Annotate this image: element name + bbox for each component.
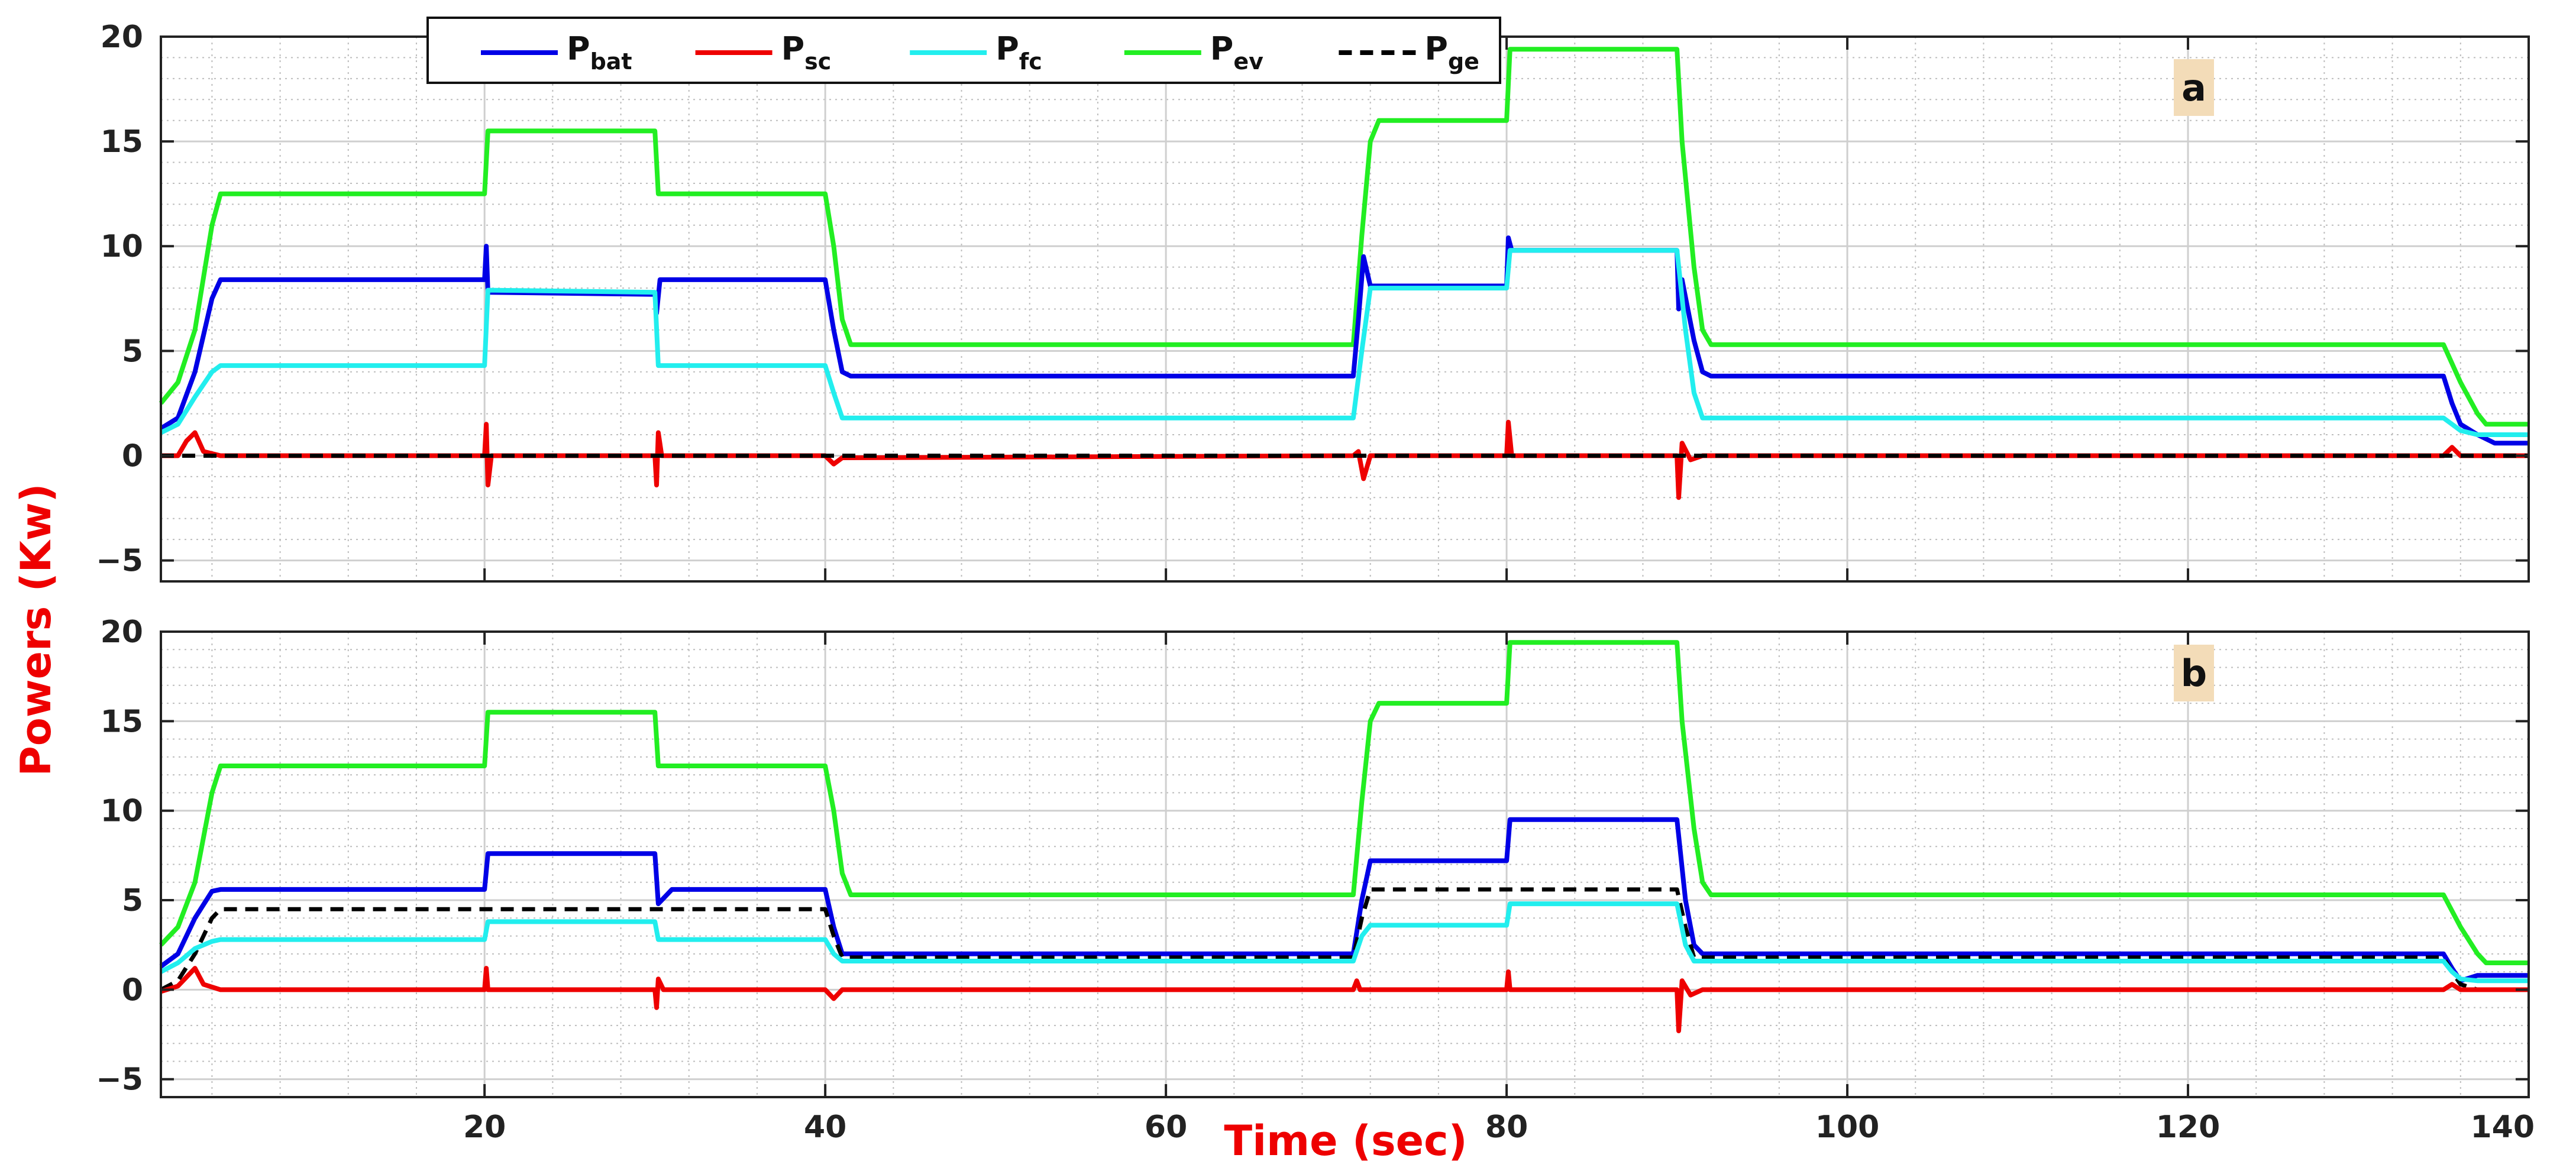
x-axis-title: Time (sec) bbox=[1224, 1117, 1467, 1165]
y-tick-label: 10 bbox=[101, 794, 143, 829]
y-axis-title: Powers (Kw) bbox=[12, 484, 60, 777]
series-line-p-ev bbox=[159, 47, 2529, 427]
y-tick-label: 0 bbox=[122, 972, 143, 1008]
x-tick-label: 100 bbox=[1815, 1110, 1880, 1145]
y-tick-label: 20 bbox=[101, 20, 143, 55]
y-tick-label: 5 bbox=[122, 883, 143, 918]
x-tick-label: 80 bbox=[1485, 1110, 1528, 1145]
series-group bbox=[159, 640, 2529, 1033]
legend-label-subscript: bat bbox=[590, 48, 632, 75]
y-tick-label: 15 bbox=[101, 124, 143, 160]
legend-label-subscript: ge bbox=[1448, 48, 1479, 75]
panel-tag-label: a bbox=[2181, 66, 2206, 109]
panel-a: −5 0 5 10 15 20 a bbox=[96, 20, 2530, 583]
legend-label-subscript: ev bbox=[1233, 48, 1263, 75]
x-tick-label: 40 bbox=[804, 1110, 846, 1145]
y-tick-label: −5 bbox=[96, 1062, 143, 1098]
panel-b: −5 0 5 10 15 20 20 40 60 80 100 120 140 b bbox=[96, 615, 2535, 1145]
legend-label-subscript: sc bbox=[804, 48, 831, 75]
legend-label-subscript: fc bbox=[1019, 48, 1042, 75]
panel-tag-background bbox=[2174, 59, 2214, 116]
series-line-p-ge bbox=[160, 887, 2529, 992]
panel-tag-background bbox=[2174, 645, 2214, 701]
series-line-p-sc bbox=[160, 966, 2529, 1033]
y-tick-label: 0 bbox=[122, 438, 143, 474]
x-tick-label: 140 bbox=[2470, 1110, 2535, 1145]
series-line-p-fc bbox=[160, 248, 2529, 437]
series-line-p-ev bbox=[159, 640, 2529, 965]
legend: Pbat Psc Pfc Pev Pge bbox=[426, 17, 1501, 84]
y-tick-label: 15 bbox=[101, 704, 143, 739]
y-tick-label: −5 bbox=[96, 544, 143, 579]
y-tick-label: 20 bbox=[101, 615, 143, 650]
series-line-p-bat bbox=[159, 235, 2529, 446]
x-tick-label: 20 bbox=[463, 1110, 506, 1145]
series-line-p-sc bbox=[161, 419, 2529, 500]
series-line-p-fc bbox=[160, 901, 2529, 984]
y-tick-label: 5 bbox=[122, 334, 143, 369]
panel-tag-label: b bbox=[2181, 652, 2207, 695]
x-tick-label: 60 bbox=[1145, 1110, 1187, 1145]
y-tick-label: 10 bbox=[101, 229, 143, 264]
x-tick-label: 120 bbox=[2156, 1110, 2221, 1145]
series-group bbox=[159, 47, 2529, 500]
plot-frame bbox=[160, 630, 2530, 1098]
